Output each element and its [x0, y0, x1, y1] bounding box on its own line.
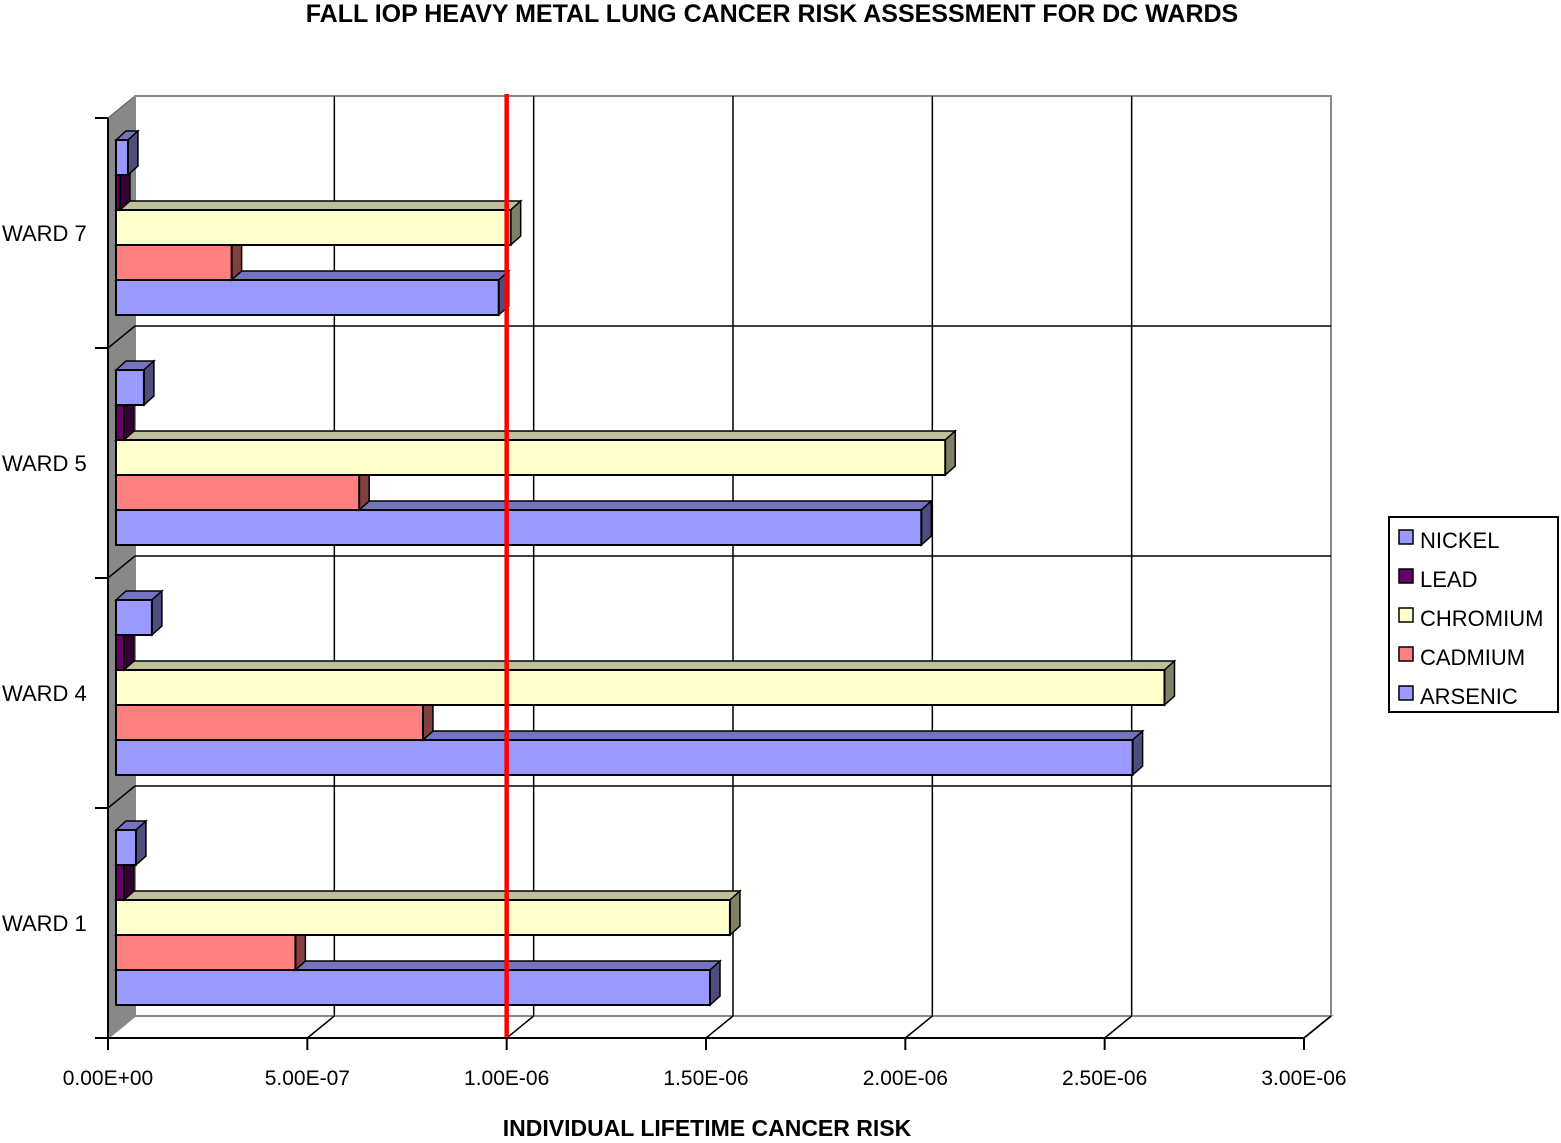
legend-label: CHROMIUM	[1420, 606, 1543, 631]
bar-chromium-ward-4	[114, 659, 1177, 707]
x-tick-label: 5.00E-07	[265, 1067, 350, 1090]
bar-arsenic-ward-1	[114, 959, 722, 1007]
legend-label: ARSENIC	[1420, 684, 1518, 709]
bar-front-face	[115, 139, 129, 176]
bar-front-face	[115, 934, 297, 971]
legend-swatch	[1398, 529, 1414, 545]
legend-label: NICKEL	[1420, 528, 1499, 553]
floor-gridline	[904, 1015, 933, 1039]
bar-front-face	[115, 864, 125, 901]
x-tick-label: 1.00E-06	[464, 1067, 549, 1090]
bar-front-face	[115, 404, 125, 441]
bar-top-face	[114, 660, 1177, 671]
x-tick-label: 0.00E+00	[63, 1067, 154, 1090]
legend-swatch	[1398, 607, 1414, 623]
bar-top-face	[114, 430, 958, 441]
bar-nickel-ward-7	[114, 129, 140, 177]
bar-chromium-ward-5	[114, 429, 958, 477]
legend-box	[1388, 516, 1559, 713]
bar-top-face	[114, 200, 523, 211]
bar-nickel-ward-5	[114, 359, 156, 407]
bar-front-face	[115, 244, 233, 281]
bar-front-face	[115, 899, 731, 936]
bar-front-face	[115, 599, 153, 636]
legend-label: LEAD	[1420, 567, 1477, 592]
bar-front-face	[115, 634, 125, 671]
side-gridline	[107, 325, 136, 349]
bar-nickel-ward-1	[114, 819, 148, 867]
bar-front-face	[115, 174, 121, 211]
bar-front-face	[115, 474, 361, 511]
floor-gridline	[506, 1015, 535, 1039]
floor-gridline	[1303, 1015, 1332, 1039]
bar-top-face	[114, 890, 742, 901]
side-gridline	[107, 555, 136, 579]
side-gridline	[107, 785, 136, 809]
bar-front-face	[115, 829, 137, 866]
bar-front-face	[115, 704, 424, 741]
bar-front-face	[115, 969, 712, 1006]
category-label: WARD 7	[2, 221, 87, 246]
bar-front-face	[115, 209, 512, 246]
bar-chromium-ward-7	[114, 199, 523, 247]
legend-label: CADMIUM	[1420, 645, 1525, 670]
x-tick-label: 2.50E-06	[1062, 1067, 1147, 1090]
legend-swatch	[1398, 685, 1414, 701]
bar-front-face	[115, 669, 1166, 706]
floor-gridline	[1104, 1015, 1133, 1039]
floor-gridline	[306, 1015, 335, 1039]
legend-swatch	[1398, 646, 1414, 662]
x-axis-label: INDIVIDUAL LIFETIME CANCER RISK	[503, 1115, 912, 1138]
bar-front-face	[115, 509, 923, 546]
chart-title: FALL IOP HEAVY METAL LUNG CANCER RISK AS…	[306, 0, 1238, 28]
legend-swatch	[1398, 568, 1414, 584]
category-label: WARD 4	[2, 681, 87, 706]
bar-chromium-ward-1	[114, 889, 742, 937]
category-label: WARD 1	[2, 911, 87, 936]
x-tick-label: 1.50E-06	[663, 1067, 748, 1090]
floor-gridline	[705, 1015, 734, 1039]
x-tick-label: 3.00E-06	[1261, 1067, 1346, 1090]
bar-nickel-ward-4	[114, 589, 164, 637]
bar-front-face	[115, 369, 145, 406]
x-tick-label: 2.00E-06	[863, 1067, 948, 1090]
bar-front-face	[115, 279, 500, 316]
bar-front-face	[115, 439, 947, 476]
category-label: WARD 5	[2, 451, 87, 476]
bar-front-face	[115, 739, 1134, 776]
